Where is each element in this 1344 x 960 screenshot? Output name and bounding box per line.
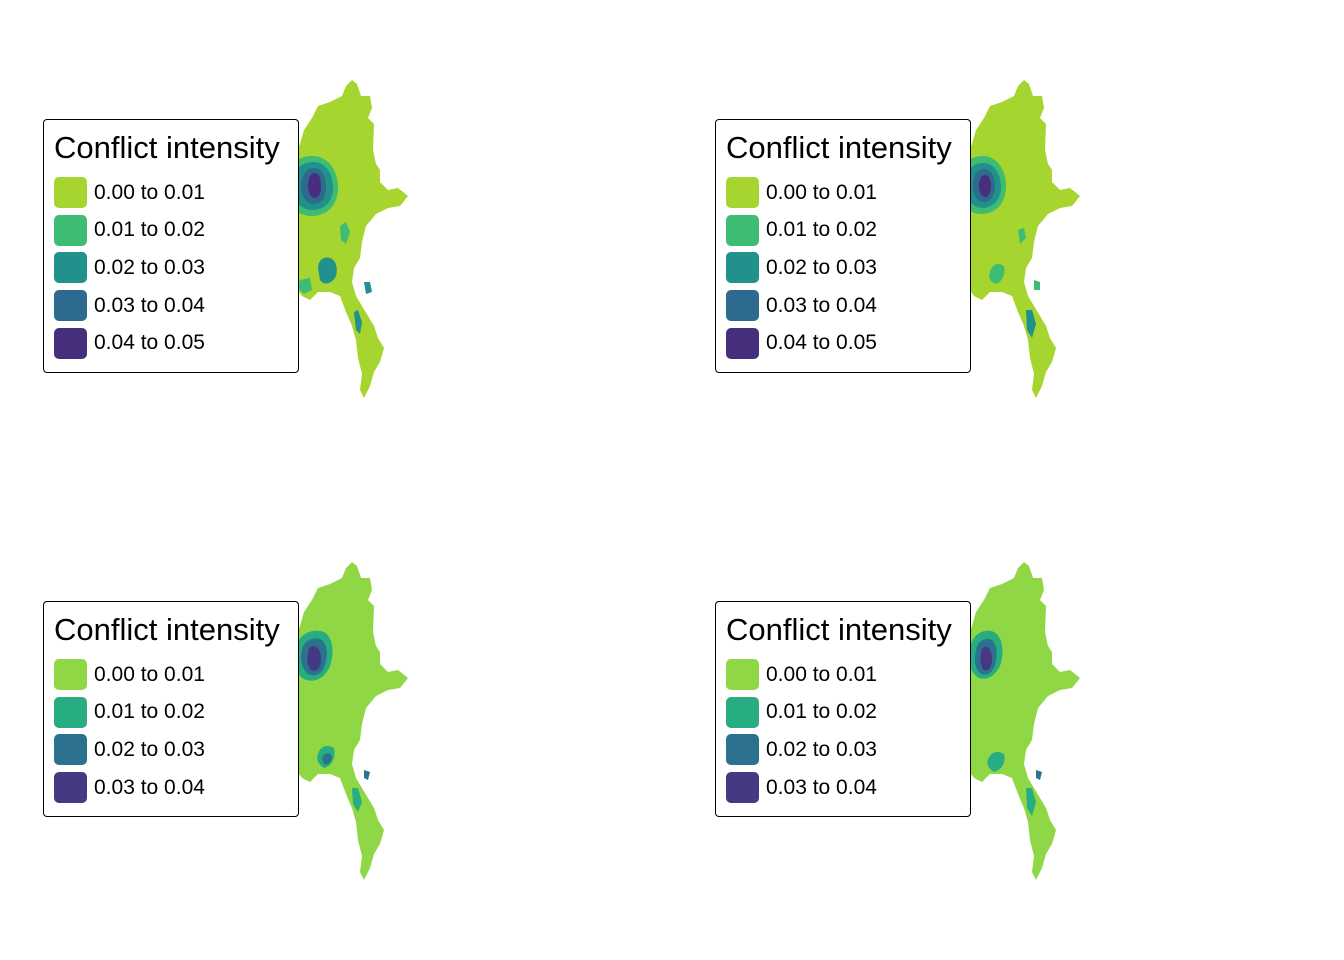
legend-label: 0.03 to 0.04 [94,293,205,317]
intensity-patch [340,222,350,244]
intensity-patch [1026,310,1036,338]
intensity-patch [364,282,372,294]
legend-swatch [726,290,759,322]
intensity-patch [989,264,1005,284]
legend-label: 0.01 to 0.02 [766,700,877,724]
map-panel-3: Conflict intensity 0.00 to 0.01 0.01 to 0.… [0,482,672,960]
legend-item: 0.03 to 0.04 [726,287,970,325]
intensity-patch [1026,788,1036,816]
intensity-patch [307,646,322,671]
legend-item: 0.03 to 0.04 [726,769,970,807]
legend-label: 0.01 to 0.02 [94,700,205,724]
intensity-patch [364,770,370,780]
intensity-patch [987,752,1005,772]
legend-label: 0.03 to 0.04 [766,293,877,317]
legend-label: 0.02 to 0.03 [94,737,205,761]
legend-item: 0.01 to 0.02 [54,212,298,250]
legend-swatch [54,734,87,766]
legend-item: 0.00 to 0.01 [726,174,970,212]
legend-label: 0.02 to 0.03 [766,737,877,761]
legend-label: 0.00 to 0.01 [94,180,205,204]
legend-label: 0.04 to 0.05 [766,331,877,355]
legend-swatch [54,214,87,246]
intensity-patch [979,175,991,197]
legend-swatch [726,177,759,209]
legend-swatch [54,659,87,691]
legend-title: Conflict intensity [726,612,952,647]
map-legend: Conflict intensity 0.00 to 0.01 0.01 to 0.… [43,601,299,818]
legend-label: 0.03 to 0.04 [766,775,877,799]
legend-item: 0.03 to 0.04 [54,769,298,807]
intensity-patch [318,257,337,284]
legend-title: Conflict intensity [726,130,952,165]
legend-label: 0.01 to 0.02 [94,218,205,242]
legend-swatch [726,734,759,766]
legend-item: 0.00 to 0.01 [726,656,970,694]
legend-item: 0.04 to 0.05 [726,324,970,362]
map-panel-2: Conflict intensity 0.00 to 0.01 0.01 to 0.… [672,0,1344,478]
legend-label: 0.00 to 0.01 [94,662,205,686]
map-legend: Conflict intensity 0.00 to 0.01 0.01 to 0.… [43,119,299,373]
intensity-patch [298,278,312,294]
legend-label: 0.04 to 0.05 [94,331,205,355]
legend-title: Conflict intensity [54,612,280,647]
country-map [264,562,408,880]
legend-swatch [726,772,759,804]
country-map [936,562,1080,880]
legend-swatch [54,252,87,284]
legend-item: 0.03 to 0.04 [54,287,298,325]
legend-swatch [54,177,87,209]
legend-item: 0.02 to 0.03 [726,731,970,769]
legend-item: 0.02 to 0.03 [54,731,298,769]
legend-label: 0.00 to 0.01 [766,662,877,686]
intensity-patch [1036,770,1042,780]
legend-item: 0.00 to 0.01 [54,174,298,212]
legend-swatch [726,327,759,359]
legend-label: 0.03 to 0.04 [94,775,205,799]
intensity-patch [1034,280,1040,290]
legend-label: 0.01 to 0.02 [766,218,877,242]
legend-item: 0.00 to 0.01 [54,656,298,694]
legend-item: 0.04 to 0.05 [54,324,298,362]
legend-item: 0.01 to 0.02 [726,694,970,732]
legend-swatch [54,327,87,359]
legend-label: 0.02 to 0.03 [94,255,205,279]
legend-swatch [726,252,759,284]
legend-swatch [726,214,759,246]
intensity-patch [980,646,993,671]
legend-item: 0.02 to 0.03 [54,249,298,287]
legend-item: 0.01 to 0.02 [54,694,298,732]
map-legend: Conflict intensity 0.00 to 0.01 0.01 to 0.… [715,119,971,373]
intensity-patch [352,788,362,812]
map-panel-1: Conflict intensity 0.00 to 0.01 0.01 to 0.… [0,0,672,478]
legend-swatch [726,696,759,728]
legend-swatch [54,290,87,322]
legend-swatch [54,696,87,728]
intensity-patch [354,310,362,334]
intensity-patch [1018,228,1026,244]
legend-item: 0.02 to 0.03 [726,249,970,287]
legend-swatch [54,772,87,804]
legend-item: 0.01 to 0.02 [726,212,970,250]
intensity-patch [322,753,332,765]
legend-label: 0.00 to 0.01 [766,180,877,204]
legend-label: 0.02 to 0.03 [766,255,877,279]
legend-swatch [726,659,759,691]
map-panel-4: Conflict intensity 0.00 to 0.01 0.01 to 0.… [672,482,1344,960]
legend-title: Conflict intensity [54,130,280,165]
intensity-patch [308,173,321,198]
map-legend: Conflict intensity 0.00 to 0.01 0.01 to 0.… [715,601,971,818]
